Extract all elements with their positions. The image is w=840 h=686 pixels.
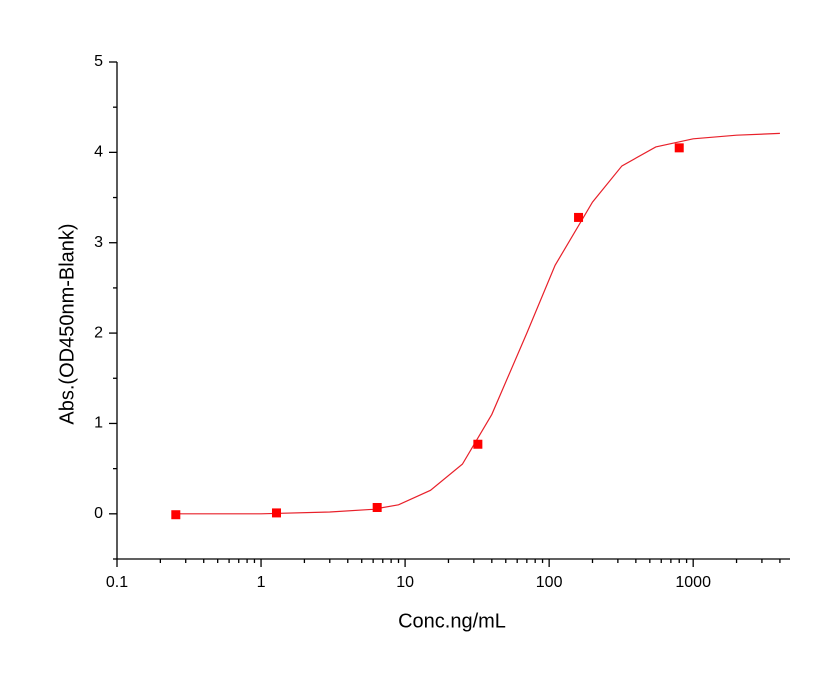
x-axis-label: Conc.ng/mL [398, 610, 506, 632]
y-tick-label: 4 [94, 144, 103, 161]
point [473, 439, 483, 449]
y-tick-label: 5 [94, 53, 103, 70]
y-tick-label: 0 [94, 505, 103, 522]
x-tick-label: 1000 [675, 574, 711, 591]
point [674, 143, 684, 153]
point [171, 510, 181, 520]
x-tick-label: 10 [396, 574, 414, 591]
point [271, 508, 281, 518]
x-tick-label: 0.1 [106, 574, 128, 591]
y-tick-label: 3 [94, 234, 103, 251]
x-tick-label: 100 [536, 574, 563, 591]
y-axis-label: Abs.(OD450nm-Blank) [56, 223, 78, 424]
x-tick-label: 1 [257, 574, 266, 591]
y-tick-label: 1 [94, 415, 103, 432]
point [574, 212, 584, 222]
fit-curve [174, 132, 780, 515]
point [372, 502, 382, 512]
y-tick-label: 2 [94, 324, 103, 341]
